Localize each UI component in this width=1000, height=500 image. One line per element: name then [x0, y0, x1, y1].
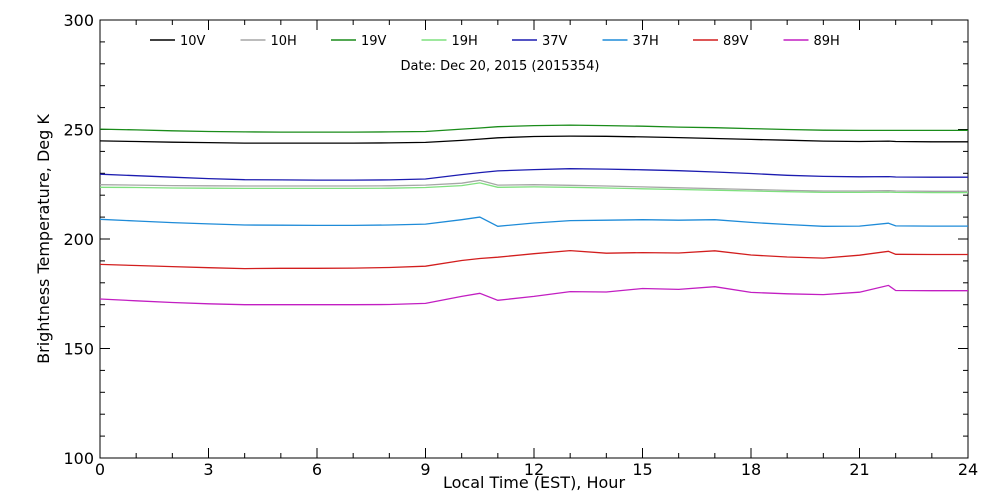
series-lines — [99, 124, 968, 306]
y-tick-label: 150 — [63, 340, 94, 359]
y-axis-label: Brightness Temperature, Deg K — [34, 114, 53, 364]
series-line-10h — [99, 179, 968, 192]
legend-label-10v: 10V — [180, 34, 206, 49]
x-tick-label: 3 — [203, 460, 213, 479]
x-tick-label: 21 — [849, 460, 869, 479]
legend-label-89h: 89H — [814, 34, 840, 49]
x-tick-label: 9 — [420, 460, 430, 479]
legend: 10V 10H 19V 19H 37V 37H 89V 89H — [150, 34, 840, 49]
series-line-37h — [99, 216, 968, 227]
series-line-89v — [99, 249, 968, 270]
plot-frame — [99, 19, 969, 459]
x-tick-label: 18 — [741, 460, 761, 479]
series-line-37v — [99, 168, 968, 181]
x-tick-label: 24 — [958, 460, 978, 479]
series-line-10v — [99, 135, 968, 144]
legend-label-19v: 19V — [361, 34, 387, 49]
legend-label-37v: 37V — [542, 34, 568, 49]
x-tick-label: 6 — [312, 460, 322, 479]
legend-label-19h: 19H — [452, 34, 478, 49]
x-axis-label: Local Time (EST), Hour — [443, 473, 625, 492]
legend-label-10h: 10H — [271, 34, 297, 49]
x-tick-label: 0 — [95, 460, 105, 479]
axis-ticks — [99, 19, 969, 459]
x-tick-label: 12 — [524, 460, 544, 479]
date-annotation: Date: Dec 20, 2015 (2015354) — [401, 59, 600, 74]
y-tick-label: 100 — [63, 449, 94, 468]
y-tick-label: 300 — [63, 11, 94, 30]
y-tick-label: 200 — [63, 230, 94, 249]
series-line-89h — [99, 284, 968, 306]
series-line-19h — [99, 182, 968, 194]
legend-label-37h: 37H — [633, 34, 659, 49]
series-line-19v — [99, 124, 968, 133]
x-tick-label: 15 — [632, 460, 652, 479]
legend-label-89v: 89V — [723, 34, 749, 49]
y-tick-label: 250 — [63, 121, 94, 140]
axis-tick-labels: 0 3 6 9 12 15 18 21 24 100 150 200 250 300 — [63, 11, 978, 479]
